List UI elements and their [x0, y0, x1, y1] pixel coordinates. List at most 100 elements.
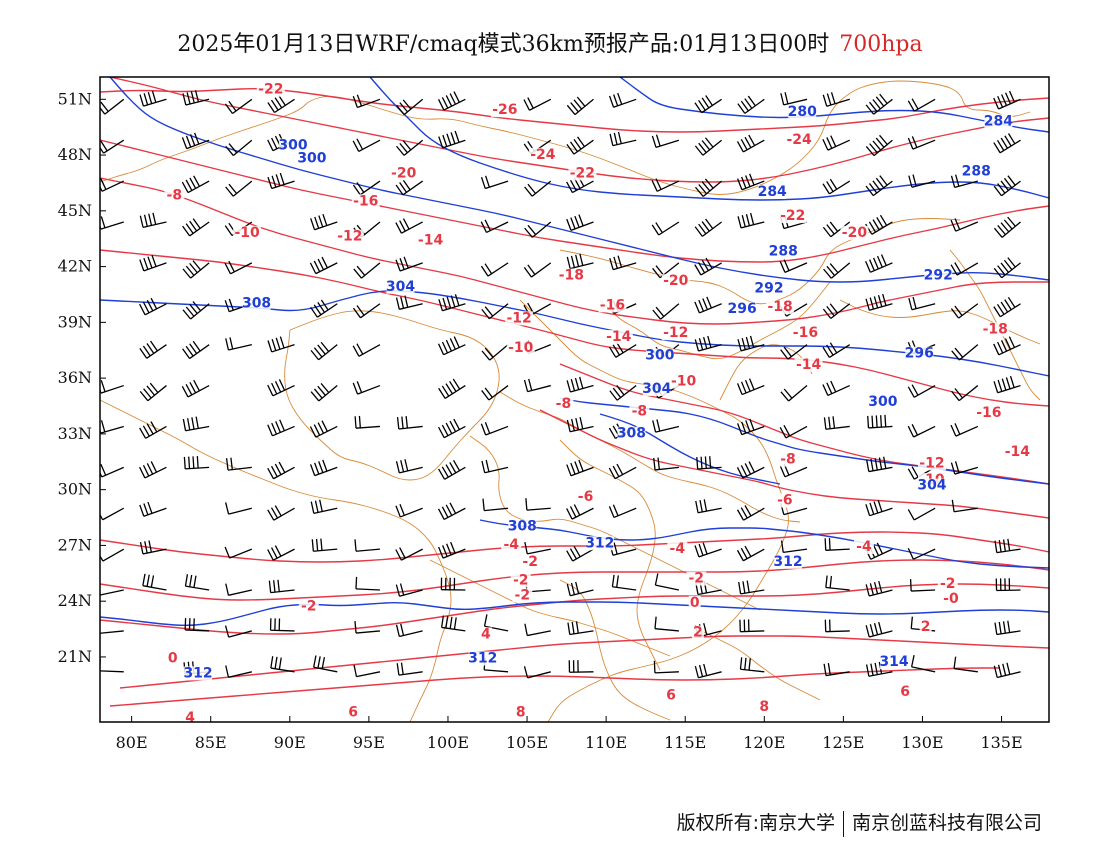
wind-barb [100, 420, 124, 434]
wind-barb-feather [1002, 663, 1007, 676]
temperature-label: -8 [632, 403, 648, 419]
wind-barb-feather [907, 547, 914, 560]
wind-barb-feather [612, 465, 620, 477]
temperature-label: -16 [600, 297, 625, 313]
temperature-label-bg [479, 627, 492, 642]
wind-barb-staff [355, 548, 381, 552]
wind-barb-staff [531, 221, 552, 238]
wind-barb-staff [953, 507, 978, 513]
wind-barb-staff [741, 425, 765, 436]
wind-barb-feather [784, 92, 789, 105]
wind-barb-feather [278, 94, 286, 106]
wind-barb-feather [866, 459, 870, 472]
wind-barb-feather [267, 467, 274, 480]
wind-barb-staff [660, 303, 680, 320]
boundary-line [699, 629, 821, 701]
wind-barb-feather [100, 463, 107, 476]
wind-barb-staff [656, 180, 680, 192]
wind-barb-feather [355, 576, 358, 589]
wind-barb-staff [911, 303, 936, 311]
wind-barb [736, 461, 765, 479]
wind-barb-staff [658, 221, 680, 236]
wind-barb [440, 577, 466, 591]
wind-barb-feather [780, 93, 785, 106]
wind-barb [100, 216, 124, 230]
wind-barb [951, 344, 979, 361]
wind-barb-feather [566, 143, 575, 155]
wind-barb [100, 98, 125, 115]
wind-barb-feather [523, 379, 529, 392]
wind-barb [737, 418, 765, 436]
wind-barb-feather [749, 335, 755, 348]
temperature-label-bg [669, 374, 698, 389]
temperature-label: -16 [353, 193, 378, 209]
lat-tick-label: 30N [58, 480, 92, 499]
wind-barb [395, 179, 424, 196]
wind-barb-feather [907, 425, 915, 438]
wind-barb-feather [875, 415, 878, 428]
wind-barb-feather [438, 468, 446, 480]
wind-barb [993, 662, 1021, 679]
wind-barb [694, 257, 722, 276]
wind-barb-staff [913, 548, 936, 560]
wind-barb [995, 578, 1021, 592]
wind-barb [440, 615, 466, 632]
wind-barb-feather [877, 295, 883, 307]
wind-barb-feather [830, 135, 837, 147]
wind-barb-feather [480, 221, 488, 233]
wind-barb-feather [150, 297, 158, 310]
wind-barb [524, 623, 551, 637]
wind-barb [822, 92, 850, 107]
wind-barb-feather [878, 621, 883, 634]
wind-barb-staff [783, 548, 808, 554]
wind-barb-feather [996, 139, 1005, 151]
temperature-label: -10 [671, 374, 697, 390]
wind-barb-feather [872, 219, 880, 231]
wind-barb-feather [997, 341, 1004, 354]
height-label: 312 [773, 554, 802, 570]
wind-barb-feather [314, 500, 319, 513]
wind-barb-feather [655, 306, 665, 317]
wind-barb [566, 96, 594, 116]
wind-barb-staff [403, 139, 424, 156]
temperature-label-bg [510, 573, 531, 588]
wind-barb-feather [736, 141, 744, 153]
wind-barb-feather [313, 304, 322, 316]
wind-barb-feather [320, 383, 330, 394]
wind-barb-feather [395, 145, 405, 156]
temperature-label-bg [335, 229, 364, 244]
wind-barb-feather [277, 579, 280, 592]
wind-barb [525, 498, 551, 511]
wind-barb-feather [270, 99, 279, 111]
wind-barb-feather [189, 574, 193, 587]
temperature-label-bg [785, 132, 814, 147]
wind-barb-feather [880, 254, 887, 266]
wind-barb-staff [442, 548, 466, 559]
temperature-label-bg [256, 82, 285, 97]
wind-barb [993, 336, 1021, 356]
wind-barb-feather [224, 546, 231, 559]
wind-barb-feather [993, 267, 1003, 279]
wind-barb-feather [1005, 377, 1011, 390]
wind-barb-staff [230, 262, 253, 275]
wind-barb-feather [188, 456, 191, 469]
wind-barb-feather [399, 258, 405, 270]
wind-barb-feather [1000, 340, 1008, 352]
wind-barb-feather [652, 267, 661, 279]
wind-barb [396, 416, 423, 430]
wind-barb-feather [574, 215, 580, 228]
wind-barb [993, 296, 1021, 318]
wind-barb-feather [783, 259, 790, 271]
wind-barb-feather [612, 504, 619, 517]
wind-barb-feather [575, 621, 579, 634]
wind-barb [309, 256, 338, 275]
temperature-label-bg [629, 404, 650, 419]
wind-barb-feather [872, 544, 880, 556]
wind-barb-staff [527, 548, 551, 555]
wind-barb-staff [999, 303, 1021, 318]
temperature-label: -16 [976, 405, 1001, 421]
wind-barb-feather [225, 186, 234, 197]
temperature-isotherm [100, 583, 1049, 635]
wind-barb [267, 94, 295, 114]
wind-barb-feather [481, 460, 486, 473]
